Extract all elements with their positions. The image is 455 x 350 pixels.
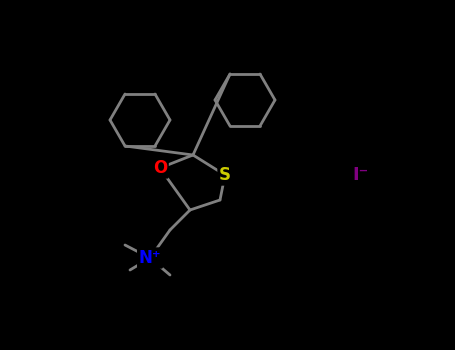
Text: O: O [153,159,167,177]
Text: I⁻: I⁻ [352,166,368,184]
Text: S: S [219,166,231,184]
Text: N⁺: N⁺ [139,249,162,267]
